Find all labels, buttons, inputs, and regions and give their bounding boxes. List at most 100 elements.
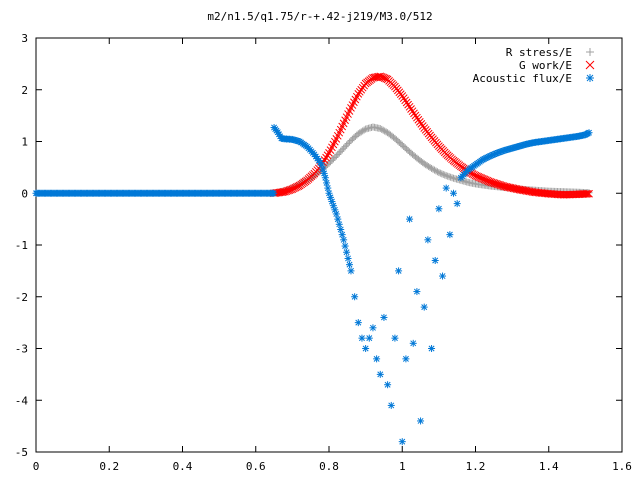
y-tick-label: 1: [21, 136, 28, 149]
star-marker-d2: [384, 381, 391, 388]
x-axis: 0 0.2 0.4 0.6 0.8 1 1.2 1.4 1.6: [33, 38, 632, 473]
y-tick-label: -4: [15, 394, 29, 407]
cross-marker-b: [506, 183, 515, 192]
cross-marker-b: [492, 179, 500, 188]
cross-marker-b: [498, 181, 506, 190]
star-marker-d2: [342, 243, 349, 250]
star-marker-d2: [450, 190, 457, 197]
cross-marker-b: [585, 60, 595, 70]
cross-marker-b: [407, 105, 415, 113]
cross-marker-b: [493, 180, 502, 189]
star-marker-d2: [395, 267, 402, 274]
star-marker-d2: [358, 335, 365, 342]
x-tick-label: 1.6: [612, 460, 632, 473]
star-marker-d2: [355, 319, 362, 326]
x-tick-label: 1: [399, 460, 406, 473]
y-tick-label: -5: [15, 446, 28, 459]
cross-marker-b: [583, 189, 592, 198]
cross-marker-b: [502, 182, 511, 191]
cross-marker-b: [582, 190, 591, 198]
cross-marker-b: [471, 171, 480, 180]
cross-marker-b: [487, 178, 496, 187]
star-marker-d2: [362, 345, 369, 352]
star-marker-d2: [270, 190, 277, 197]
star-marker-d2: [439, 273, 446, 280]
star-marker-d2: [432, 257, 439, 264]
cross-marker-b: [503, 183, 512, 191]
star-marker-d2: [446, 231, 453, 238]
star-marker-d2: [334, 216, 341, 223]
x-tick-label: 0.8: [319, 460, 339, 473]
star-marker-d2: [454, 200, 461, 207]
cross-marker-b: [486, 178, 495, 186]
star-marker-d2: [327, 194, 334, 201]
cross-marker-b: [405, 102, 414, 111]
star-marker-d2: [391, 335, 398, 342]
cross-marker-b: [382, 74, 390, 83]
x-tick-label: 1.2: [466, 460, 486, 473]
cross-marker-b: [490, 179, 499, 188]
star-marker-d2: [443, 185, 450, 192]
star-marker-d2: [346, 261, 353, 268]
star-marker-d2: [380, 314, 387, 321]
legend-marker: [585, 60, 595, 70]
star-marker-d2: [586, 129, 593, 136]
star-marker-d2: [319, 166, 326, 173]
cross-marker-b: [511, 184, 519, 193]
cross-marker-b: [402, 98, 411, 107]
cross-marker-b: [505, 183, 514, 192]
legend-label: R stress/E: [506, 46, 572, 59]
cross-marker-b: [401, 96, 410, 105]
x-tick-label: 0.2: [99, 460, 119, 473]
cross-marker-b: [398, 92, 407, 100]
cross-marker-b: [323, 151, 332, 160]
cross-marker-b: [489, 178, 497, 187]
star-marker-d2: [377, 371, 384, 378]
star-marker-d2: [388, 402, 395, 409]
star-marker-d2: [399, 438, 406, 445]
cross-marker-b: [279, 188, 288, 196]
cross-marker-b: [481, 176, 490, 184]
cross-marker-b: [585, 189, 593, 198]
legend-marker: [586, 48, 594, 56]
star-marker-d2: [324, 185, 331, 192]
star-marker-d2: [424, 236, 431, 243]
star-marker-d2: [336, 221, 343, 228]
cross-marker-b: [474, 173, 483, 181]
star-marker-d2: [326, 190, 332, 197]
x-tick-label: 1.4: [539, 460, 559, 473]
cross-marker-b: [374, 72, 383, 81]
series-2: [32, 124, 593, 446]
star-marker-d2: [421, 304, 428, 311]
y-axis: 3 2 1 0 -1 -2 -3 -4 -5: [15, 32, 622, 459]
legend-label: G work/E: [519, 59, 572, 72]
x-tick-label: 0.4: [173, 460, 193, 473]
cross-marker-b: [411, 111, 420, 120]
cross-marker-b: [495, 180, 503, 189]
star-marker-d2: [586, 74, 594, 82]
series-layer: [32, 72, 593, 446]
star-marker-d2: [435, 205, 442, 212]
star-marker-d2: [413, 288, 420, 295]
cross-marker-b: [410, 109, 418, 118]
x-tick-label: 0.6: [246, 460, 266, 473]
cross-marker-b: [483, 176, 492, 185]
cross-marker-b: [478, 174, 487, 183]
star-marker-d2: [321, 170, 328, 177]
cross-marker-b: [496, 181, 505, 189]
star-marker-d2: [406, 216, 413, 223]
cross-marker-b: [484, 177, 493, 186]
star-marker-d2: [343, 249, 350, 256]
star-marker-d2: [410, 340, 417, 347]
y-tick-label: -2: [15, 291, 28, 304]
y-tick-label: -3: [15, 343, 28, 356]
star-marker-d2: [417, 417, 424, 424]
cross-marker-b: [399, 94, 408, 102]
cross-marker-b: [377, 73, 386, 81]
star-marker-d2: [345, 255, 352, 262]
x-tick-label: 0: [33, 460, 40, 473]
